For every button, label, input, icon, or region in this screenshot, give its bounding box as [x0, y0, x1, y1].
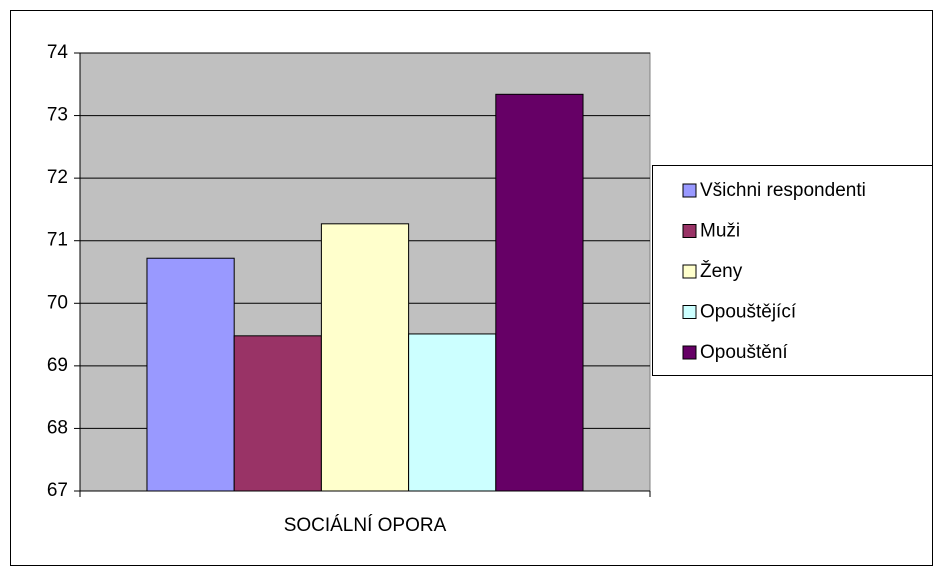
y-tick-label: 67	[47, 480, 68, 501]
y-tick-label: 70	[47, 292, 68, 313]
bar	[320, 223, 410, 492]
legend-label: Ženy	[700, 260, 743, 282]
legend-swatch	[682, 305, 697, 319]
bar	[495, 93, 584, 492]
legend-swatch	[682, 183, 697, 198]
legend-label: Muži	[700, 221, 740, 242]
legend-label: Všichni respondenti	[700, 180, 866, 201]
y-tick-label: 68	[47, 417, 68, 438]
legend-swatch	[682, 224, 697, 238]
y-tick-label: 69	[47, 355, 68, 376]
x-tick-label: SOCIÁLNÍ OPORA	[284, 515, 447, 536]
legend-box	[652, 165, 933, 376]
legend-swatch	[682, 264, 697, 279]
legend-label: Opouštění	[700, 342, 788, 363]
legend-label: Opouštějící	[700, 302, 797, 323]
y-tick-label: 74	[47, 42, 69, 63]
y-tick-label: 73	[47, 105, 68, 126]
bar	[408, 333, 497, 492]
y-tick-label: 71	[47, 230, 68, 251]
bar	[233, 335, 322, 492]
y-tick-label: 72	[47, 167, 68, 188]
bar	[146, 257, 235, 492]
legend-swatch	[682, 345, 697, 360]
